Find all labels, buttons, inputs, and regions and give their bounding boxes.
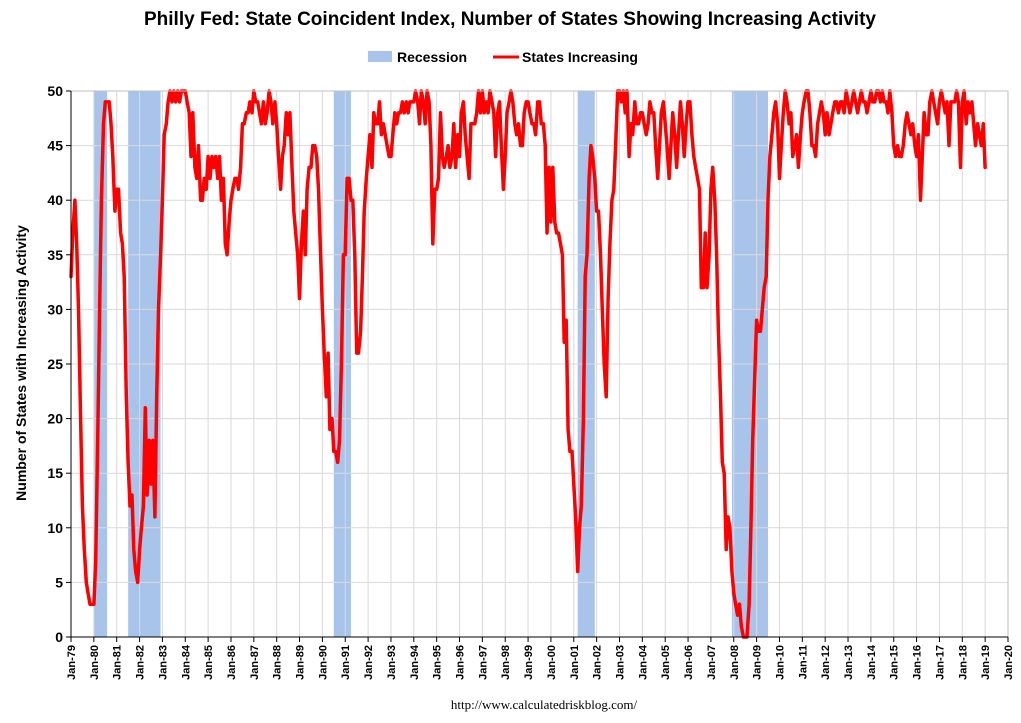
x-tick-label: Jan-85 bbox=[203, 645, 215, 680]
series-line-1 bbox=[69, 89, 987, 639]
x-tick-label: Jan-18 bbox=[957, 645, 969, 680]
x-tick-label: Jan-11 bbox=[797, 645, 809, 679]
x-tick-label: Jan-83 bbox=[157, 645, 169, 680]
x-tick-label: Jan-19 bbox=[980, 645, 992, 680]
x-tick-label: Jan-16 bbox=[912, 645, 924, 680]
x-tick-label: Jan-88 bbox=[272, 645, 284, 680]
x-tick-label: Jan-08 bbox=[729, 645, 741, 680]
x-tick-label: Jan-09 bbox=[752, 645, 764, 680]
x-tick-label: Jan-93 bbox=[386, 645, 398, 680]
x-tick-label: Jan-07 bbox=[706, 645, 718, 680]
gridlines bbox=[71, 90, 1009, 637]
source-url: http://www.calculatedriskblog.com/ bbox=[451, 697, 638, 712]
x-tick-label: Jan-06 bbox=[683, 645, 695, 680]
y-axis-label: Number of States with Increasing Activit… bbox=[13, 225, 29, 501]
x-tick-label: Jan-96 bbox=[455, 645, 467, 680]
x-tick-label: Jan-99 bbox=[523, 645, 535, 680]
y-tick-label: 5 bbox=[55, 574, 63, 590]
x-tick-labels: Jan-79 Jan-80 Jan-81 Jan-82 Jan-83 Jan-84 Jan-… bbox=[66, 644, 1015, 680]
x-tick-label: Jan-14 bbox=[866, 644, 878, 680]
x-tick-label: Jan-20 bbox=[1003, 645, 1015, 680]
x-tick-label: Jan-03 bbox=[614, 645, 626, 680]
x-tick-label: Jan-15 bbox=[889, 645, 901, 680]
legend: Recession States Increasing bbox=[368, 49, 638, 65]
x-tick-label: Jan-01 bbox=[569, 645, 581, 680]
y-tick-label: 40 bbox=[47, 192, 63, 208]
x-tick-label: Jan-89 bbox=[295, 645, 307, 680]
x-tick-label: Jan-87 bbox=[249, 645, 261, 680]
y-tick-labels: 0 5 10 15 20 25 30 35 40 45 50 bbox=[47, 83, 63, 645]
x-tick-label: Jan-90 bbox=[317, 645, 329, 680]
y-tick-label: 0 bbox=[55, 629, 63, 645]
x-tick-label: Jan-05 bbox=[660, 645, 672, 680]
axes bbox=[66, 90, 1009, 642]
x-tick-label: Jan-04 bbox=[637, 644, 649, 680]
x-tick-label: Jan-91 bbox=[340, 645, 352, 680]
legend-series-label: States Increasing bbox=[522, 49, 638, 65]
x-tick-label: Jan-12 bbox=[820, 645, 832, 680]
x-tick-label: Jan-80 bbox=[89, 645, 101, 680]
x-tick-label: Jan-81 bbox=[112, 645, 124, 680]
x-tick-label: Jan-13 bbox=[843, 645, 855, 680]
y-tick-label: 50 bbox=[47, 83, 63, 99]
x-tick-label: Jan-82 bbox=[135, 645, 147, 680]
x-tick-label: Jan-97 bbox=[477, 645, 489, 680]
y-tick-label: 45 bbox=[47, 138, 63, 154]
x-tick-label: Jan-84 bbox=[180, 644, 192, 680]
x-tick-label: Jan-98 bbox=[500, 645, 512, 680]
legend-recession-swatch bbox=[368, 51, 392, 62]
x-tick-label: Jan-00 bbox=[546, 645, 558, 680]
series-layer bbox=[69, 89, 987, 639]
y-tick-label: 30 bbox=[47, 301, 63, 317]
x-tick-label: Jan-02 bbox=[592, 645, 604, 680]
y-tick-label: 35 bbox=[47, 247, 63, 263]
y-tick-label: 10 bbox=[47, 520, 63, 536]
x-tick-label: Jan-92 bbox=[363, 645, 375, 680]
x-tick-label: Jan-10 bbox=[774, 645, 786, 680]
y-tick-label: 15 bbox=[47, 465, 63, 481]
x-tick-label: Jan-79 bbox=[66, 645, 78, 680]
x-tick-label: Jan-17 bbox=[934, 645, 946, 680]
x-tick-label: Jan-86 bbox=[226, 645, 238, 680]
y-tick-label: 25 bbox=[47, 356, 63, 372]
y-tick-label: 20 bbox=[47, 411, 63, 427]
x-tick-label: Jan-94 bbox=[409, 644, 421, 680]
chart-title: Philly Fed: State Coincident Index, Numb… bbox=[144, 9, 876, 30]
legend-recession-label: Recession bbox=[397, 49, 467, 65]
x-tick-label: Jan-95 bbox=[432, 645, 444, 680]
